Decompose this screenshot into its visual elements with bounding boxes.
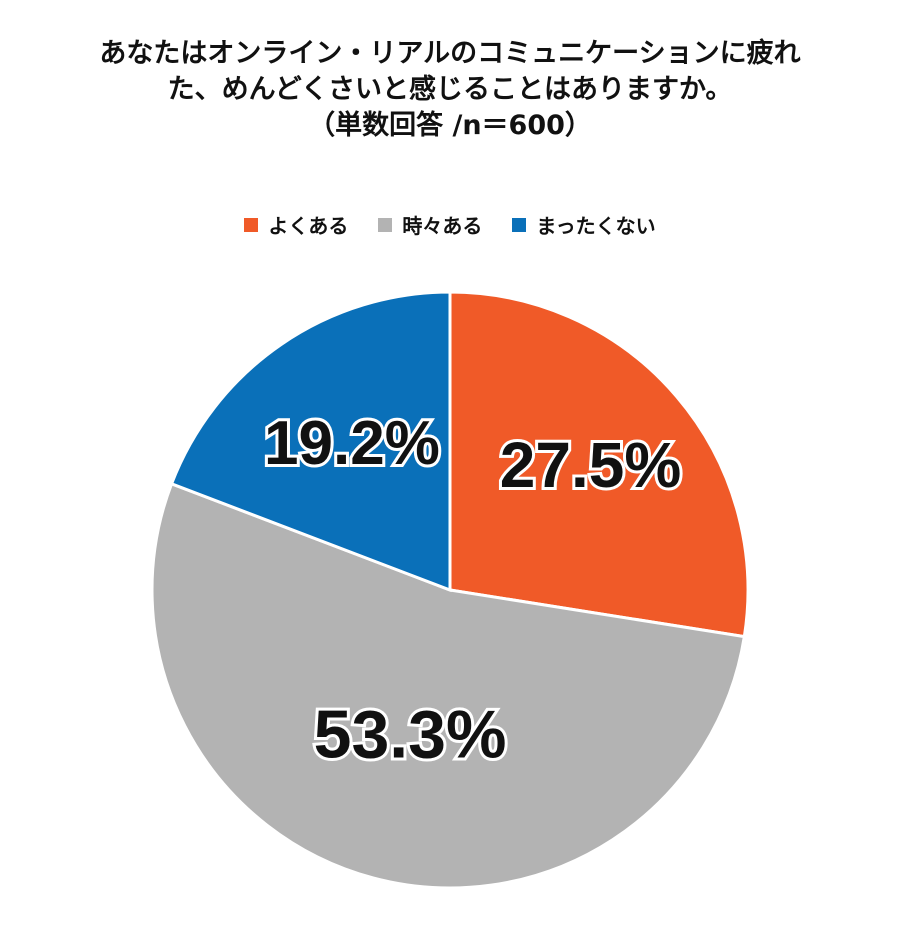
legend-label-often: よくある	[268, 214, 349, 238]
value-label-never: 19.2%	[264, 409, 440, 478]
pie-slice-sometimes	[150, 481, 747, 890]
title-line-2: た、めんどくさいと感じることはありますか。	[167, 74, 733, 105]
title-line-1: あなたはオンライン・リアルのコミュニケーションに疲れ	[99, 38, 801, 69]
pie-slices	[150, 290, 750, 890]
pie-slice-often	[448, 290, 750, 639]
legend-item-never: まったくない	[512, 210, 656, 239]
legend-swatch-sometimes	[378, 217, 393, 232]
value-label-sometimes: 53.3%	[314, 697, 507, 773]
pie-labels: 27.5% 53.3% 19.2%	[261, 406, 684, 776]
pie-slice-never	[169, 290, 452, 593]
chart-title: あなたはオンライン・リアルのコミュニケーションに疲れ た、めんどくさいと感じるこ…	[0, 36, 900, 144]
legend-swatch-never	[512, 217, 527, 232]
legend-item-often: よくある	[244, 210, 348, 239]
title-line-3: （単数回答 /n＝600）	[308, 110, 592, 141]
value-label-often: 27.5%	[500, 429, 681, 501]
legend-swatch-often	[244, 217, 259, 232]
legend-item-sometimes: 時々ある	[378, 210, 482, 239]
legend-label-sometimes: 時々ある	[402, 214, 483, 238]
legend: よくある 時々ある まったくない	[0, 210, 900, 239]
legend-label-never: まったくない	[536, 214, 656, 238]
